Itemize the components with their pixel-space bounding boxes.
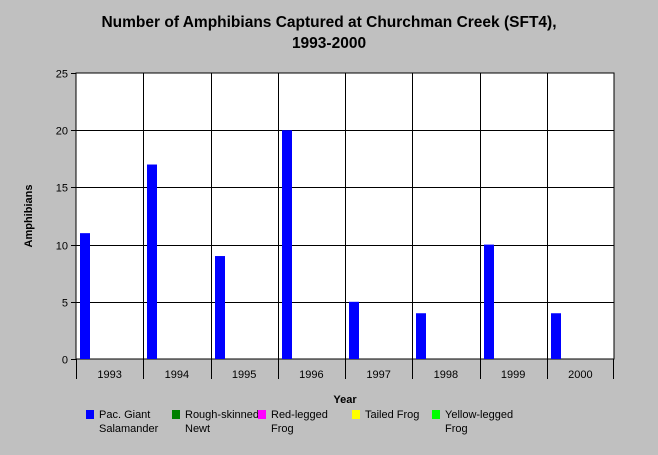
legend-swatch xyxy=(172,410,180,419)
legend-label: Rough-skinned Newt xyxy=(185,409,259,435)
legend-swatch xyxy=(352,410,360,419)
x-tick-label: 1998 xyxy=(434,369,458,381)
x-axis-label: Year xyxy=(333,394,357,406)
y-tick-label: 10 xyxy=(56,241,68,253)
y-axis-label: Amphibians xyxy=(23,185,35,248)
legend-swatch xyxy=(432,410,440,419)
legend-label: Yellow-legged Frog xyxy=(445,409,514,435)
bar-pac-giant-salamander xyxy=(551,313,561,359)
legend-swatch xyxy=(86,410,94,419)
y-tick-label: 25 xyxy=(56,69,68,81)
bar-pac-giant-salamander xyxy=(147,164,157,359)
x-tick-label: 1999 xyxy=(501,369,525,381)
legend-label: Pac. Giant Salamander xyxy=(99,409,159,435)
bar-pac-giant-salamander xyxy=(484,244,494,359)
bar-pac-giant-salamander xyxy=(349,301,359,359)
chart-title: Number of Amphibians Captured at Churchm… xyxy=(0,12,658,54)
x-tick-label: 2000 xyxy=(568,369,592,381)
x-tick-label: 1997 xyxy=(366,369,390,381)
x-tick-label: 1993 xyxy=(97,369,121,381)
legend-label: Red-legged Frog xyxy=(271,409,328,435)
x-tick-label: 1996 xyxy=(299,369,323,381)
legend-swatch xyxy=(258,410,266,419)
chart-legend: Pac. Giant Salamander Rough-skinned Newt R… xyxy=(86,408,646,448)
bar-pac-giant-salamander xyxy=(80,233,90,359)
bar-pac-giant-salamander xyxy=(215,256,225,359)
y-tick-label: 5 xyxy=(62,298,68,310)
y-tick-label: 15 xyxy=(56,183,68,195)
chart-title-line-1: Number of Amphibians Captured at Churchm… xyxy=(101,14,557,31)
legend-label: Tailed Frog xyxy=(365,409,420,421)
y-tick-label: 20 xyxy=(56,126,68,138)
y-tick-label: 0 xyxy=(62,355,68,367)
chart-title-line-2: 1993-2000 xyxy=(291,35,367,52)
bar-pac-giant-salamander xyxy=(282,130,292,359)
bar-pac-giant-salamander xyxy=(416,313,426,359)
x-tick-label: 1994 xyxy=(165,369,189,381)
x-tick-label: 1995 xyxy=(232,369,256,381)
